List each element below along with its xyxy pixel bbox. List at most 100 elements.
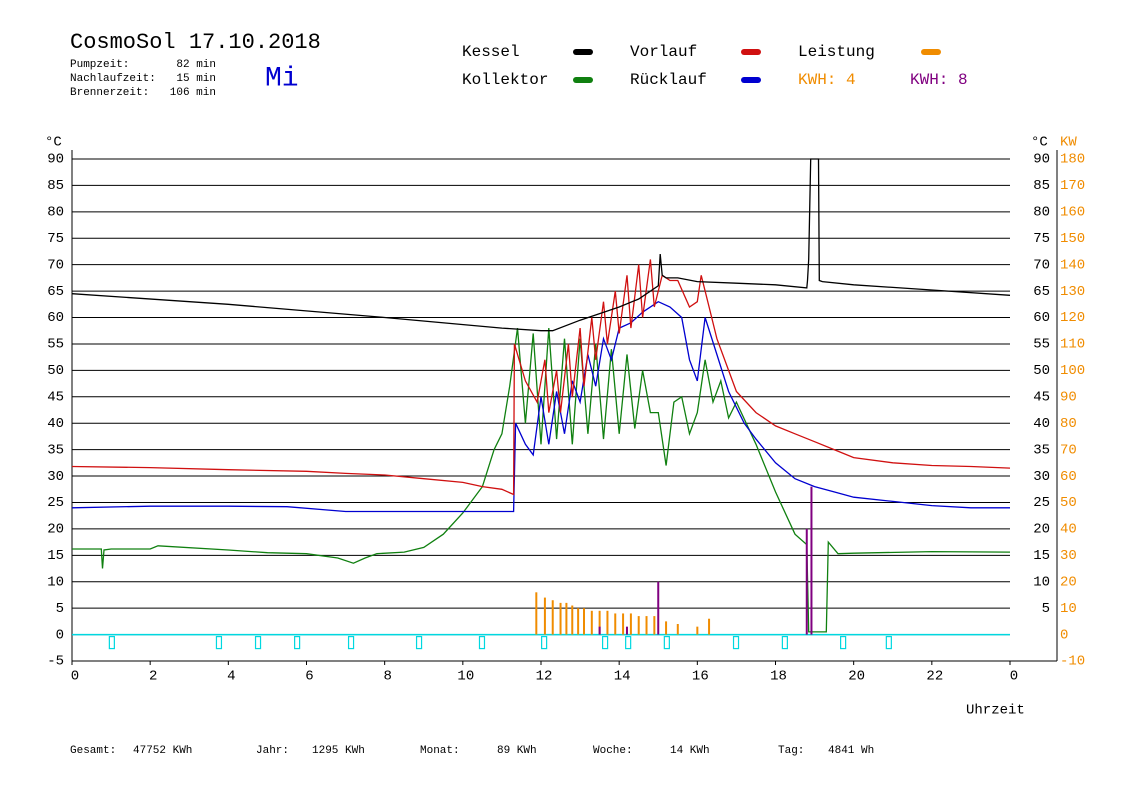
y-tick-label: 70 — [47, 257, 64, 273]
weekday: Mi — [265, 63, 299, 94]
x-tick-label: 20 — [848, 669, 865, 685]
x-tick-label: 12 — [536, 669, 553, 685]
total-value: 89 KWh — [497, 745, 537, 757]
y-axis-label: °C — [45, 135, 62, 151]
y-tick-label: 75 — [47, 231, 64, 247]
pump-marker — [215, 635, 223, 650]
y2-tick-label: 110 — [1060, 337, 1085, 353]
y-tick-label-right: 40 — [1033, 416, 1050, 432]
y-tick-label: 0 — [56, 627, 64, 643]
y2-tick-label: 50 — [1060, 495, 1077, 511]
y-tick-label: 20 — [47, 522, 64, 538]
y2-tick-label: 60 — [1060, 469, 1077, 485]
y2-tick-label: 180 — [1060, 152, 1085, 168]
y-tick-label-right: 60 — [1033, 310, 1050, 326]
y-tick-label: -5 — [47, 654, 64, 670]
y2-tick-label: 80 — [1060, 416, 1077, 432]
y2-tick-label: 120 — [1060, 310, 1085, 326]
y2-tick-label: 140 — [1060, 257, 1085, 273]
stat-value: 82 min — [176, 59, 216, 71]
series-line — [71, 259, 1011, 496]
x-tick-label: 2 — [149, 669, 157, 685]
pump-marker — [732, 635, 740, 650]
y-tick-label: 25 — [47, 495, 64, 511]
y-tick-label-right: 30 — [1033, 469, 1050, 485]
stat-label: Brennerzeit: — [70, 87, 149, 99]
y-tick-label: 30 — [47, 469, 64, 485]
y-tick-label-right: 70 — [1033, 257, 1050, 273]
pump-marker — [625, 635, 632, 650]
y-tick-label: 50 — [47, 363, 64, 379]
y-tick-label: 5 — [56, 601, 64, 617]
y2-tick-label: 0 — [1060, 627, 1068, 643]
y-tick-label-right: 85 — [1033, 178, 1050, 194]
y2-tick-label: 100 — [1060, 363, 1085, 379]
y-tick-label-right: 35 — [1033, 442, 1050, 458]
pump-marker — [601, 635, 609, 650]
pump-marker — [781, 635, 788, 650]
x-tick-label: 14 — [614, 669, 631, 685]
total-label: Jahr: — [256, 745, 289, 757]
stat-value: 15 min — [176, 73, 216, 85]
x-tick-label: 10 — [457, 669, 474, 685]
series-line — [71, 158, 1011, 332]
stat-value: 106 min — [170, 87, 216, 99]
pump-marker — [478, 635, 486, 650]
total-value: 47752 KWh — [133, 745, 192, 757]
y-tick-label-right: 25 — [1033, 495, 1050, 511]
x-tick-label: 6 — [305, 669, 313, 685]
x-tick-label: 16 — [692, 669, 709, 685]
legend-label: Vorlauf — [630, 43, 697, 61]
stat-label: Pumpzeit: — [70, 59, 129, 71]
x-tick-label: 0 — [1010, 669, 1018, 685]
y-tick-label: 15 — [47, 548, 64, 564]
y-tick-label-right: 65 — [1033, 284, 1050, 300]
pump-marker — [294, 635, 301, 650]
x-tick-label: 18 — [770, 669, 787, 685]
y-tick-label: 80 — [47, 205, 64, 221]
y-tick-label: 55 — [47, 337, 64, 353]
y-tick-label: 35 — [47, 442, 64, 458]
x-tick-label: 22 — [926, 669, 943, 685]
y-tick-label: 40 — [47, 416, 64, 432]
y-tick-label-right: 15 — [1033, 548, 1050, 564]
legend-label: KWH: 4 — [798, 71, 856, 89]
y2-tick-label: 130 — [1060, 284, 1085, 300]
y-tick-label: 90 — [47, 152, 64, 168]
pump-marker — [415, 635, 423, 650]
y2-tick-label: 70 — [1060, 442, 1077, 458]
x-tick-label: 0 — [71, 669, 79, 685]
title: CosmoSol 17.10.2018 — [70, 30, 321, 55]
legend-label: Rücklauf — [630, 71, 707, 89]
series-line — [71, 300, 1010, 513]
legend-label: Leistung — [798, 43, 875, 61]
y2-tick-label: -10 — [1060, 654, 1085, 670]
y2-tick-label: 90 — [1060, 389, 1077, 405]
y-axis-label-right: °C — [1031, 135, 1048, 151]
y-tick-label: 85 — [47, 178, 64, 194]
x-tick-label: 4 — [227, 669, 235, 685]
pump-marker — [541, 635, 548, 650]
y2-tick-label: 20 — [1060, 574, 1077, 590]
y-tick-label-right: 5 — [1042, 601, 1050, 617]
pump-marker — [840, 635, 847, 650]
y2-tick-label: 150 — [1060, 231, 1085, 247]
pump-marker — [885, 635, 892, 650]
total-label: Woche: — [593, 745, 633, 757]
y-tick-label-right: 10 — [1033, 574, 1050, 590]
pump-marker — [108, 635, 115, 650]
x-tick-label: 8 — [383, 669, 391, 685]
pump-marker — [663, 635, 670, 650]
y-tick-label-right: 55 — [1033, 337, 1050, 353]
legend-label: Kollektor — [462, 71, 548, 89]
y-tick-label-right: 50 — [1033, 363, 1050, 379]
y-tick-label-right: 45 — [1033, 389, 1050, 405]
y2-axis-label: KW — [1060, 135, 1077, 151]
y-tick-label-right: 90 — [1033, 152, 1050, 168]
y2-tick-label: 170 — [1060, 178, 1085, 194]
y-tick-label-right: 80 — [1033, 205, 1050, 221]
y2-tick-label: 160 — [1060, 205, 1085, 221]
y-tick-label: 10 — [47, 574, 64, 590]
total-value: 1295 KWh — [312, 745, 365, 757]
